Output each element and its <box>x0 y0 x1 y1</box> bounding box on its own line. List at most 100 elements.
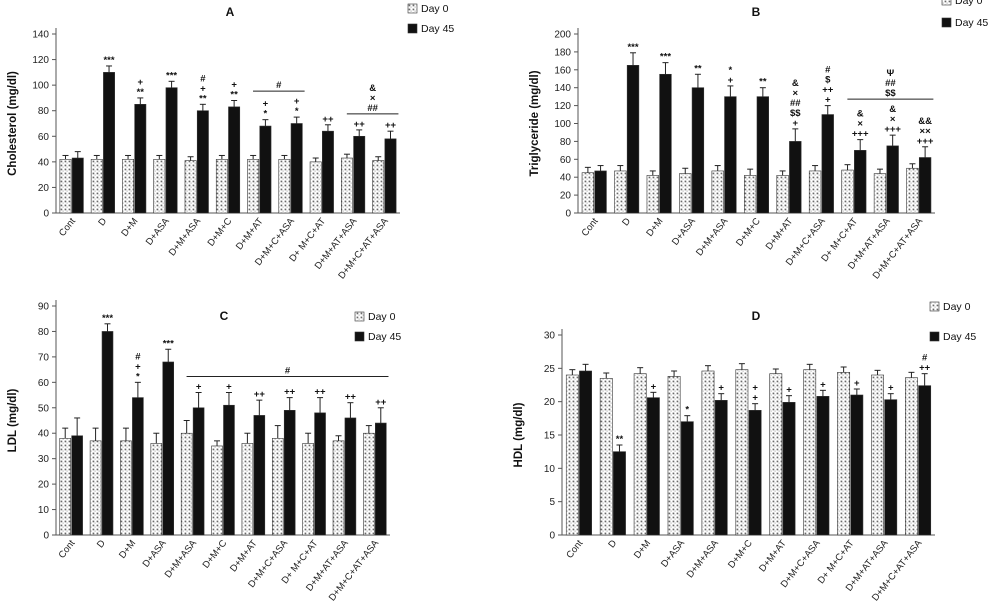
bar-day-0 <box>769 373 783 536</box>
significance-annotation: + <box>786 385 792 396</box>
y-tick-label: 0 <box>43 209 49 220</box>
significance-annotation: ** <box>616 434 624 445</box>
bar-day-0 <box>646 175 659 214</box>
x-tick-label: D+M+C <box>734 216 763 249</box>
bar-day-0 <box>278 159 291 214</box>
chart-panel-b: B 0 20 40 60 80 100 120 140 160 180 200 Triglyceride… <box>529 0 988 281</box>
significance-annotation: + * <box>263 99 269 120</box>
bar-day-0 <box>341 157 353 214</box>
bar-day-0 <box>837 372 851 536</box>
significance-annotation: + <box>651 381 657 392</box>
y-axis-title: Cholesterol (mg/dl) <box>7 71 19 176</box>
significance-bracket: # <box>186 366 389 378</box>
legend-swatch-day-45 <box>929 331 940 342</box>
significance-annotation: # + * <box>135 351 141 382</box>
bar-day-0 <box>808 170 822 214</box>
y-tick-label: 80 <box>560 137 572 148</box>
y-tick-label: 30 <box>38 454 50 465</box>
bar-day-45 <box>854 150 867 214</box>
significance-annotation: ++ <box>354 119 366 130</box>
bar-group: Cont <box>580 165 607 239</box>
bar-day-45 <box>165 87 178 214</box>
bar-group: *** D <box>89 313 113 550</box>
significance-annotation: + ** <box>137 77 145 98</box>
legend-label: Day 45 <box>421 23 454 35</box>
y-tick-label: 40 <box>38 157 50 168</box>
significance-annotation: + <box>718 383 724 394</box>
bar-day-45 <box>196 110 209 214</box>
bar-day-0 <box>701 370 715 536</box>
significance-bracket: # <box>253 80 305 92</box>
y-tick-label: 0 <box>549 531 555 542</box>
y-axis-title: HDL (mg/dl) <box>513 402 525 467</box>
bar-day-45 <box>162 361 175 536</box>
bar-group: + ** D+M+C <box>206 79 241 249</box>
y-tick-label: 40 <box>560 173 572 184</box>
x-tick-label: D <box>606 538 619 550</box>
significance-annotation: + <box>196 382 202 393</box>
y-tick-label: 90 <box>38 302 50 313</box>
bar-group: + ** D+M <box>119 77 147 239</box>
significance-annotation: + <box>820 379 826 390</box>
bar-day-45 <box>375 422 387 536</box>
significance-annotation: # ++ <box>919 353 931 374</box>
bar-day-45 <box>103 72 115 214</box>
x-tick-label: Cont <box>57 538 78 561</box>
bar-day-0 <box>59 438 71 536</box>
bar-day-45 <box>134 104 147 214</box>
bar-day-45 <box>659 73 672 214</box>
y-tick-label: 0 <box>565 209 571 220</box>
bar-day-45 <box>228 106 241 214</box>
y-tick-label: 140 <box>32 30 49 41</box>
y-tick-label: 20 <box>38 480 50 491</box>
x-tick-label: D <box>96 216 109 228</box>
bar-day-45 <box>253 415 266 536</box>
y-tick-label: 10 <box>38 505 50 516</box>
bar-day-45 <box>918 385 932 536</box>
y-tick-label: 140 <box>554 83 571 94</box>
bar-day-0 <box>599 378 613 536</box>
significance-bracket: Ψ ## $$ <box>847 68 934 100</box>
y-tick-label: 160 <box>554 65 571 76</box>
bar-day-0 <box>122 159 134 214</box>
panel-title: C <box>220 309 229 323</box>
bar-day-45 <box>646 397 660 536</box>
legend-swatch-day-45 <box>407 23 418 34</box>
legend-label: Day 0 <box>955 0 983 7</box>
y-tick-label: 25 <box>544 364 556 375</box>
significance-annotation: ++ <box>322 114 334 125</box>
significance-annotation: *** <box>163 338 174 349</box>
significance-annotation: ++ <box>254 389 266 400</box>
x-tick-label: D+ASA <box>659 538 687 570</box>
bar-day-0 <box>363 432 375 536</box>
significance-annotation: ++ <box>315 387 327 398</box>
bar-day-45 <box>192 407 205 536</box>
legend-label: Day 0 <box>421 3 449 15</box>
significance-annotation: + * <box>294 96 300 117</box>
bar-day-45 <box>344 417 357 536</box>
legend-label: Day 45 <box>955 17 988 29</box>
x-tick-label: D+ASA <box>141 538 169 570</box>
bar-day-45 <box>71 435 83 536</box>
bar-day-0 <box>180 432 193 536</box>
x-tick-label: D+M+AT <box>757 538 789 574</box>
panel-title: B <box>752 5 761 19</box>
significance-annotation: & × ## $$ + <box>790 78 801 129</box>
bar-day-0 <box>581 172 595 214</box>
bar-day-0 <box>150 443 163 536</box>
bar-day-45 <box>71 157 84 214</box>
significance-annotation: * <box>685 405 689 416</box>
chart-panel-c: C 0 10 20 30 40 50 60 70 80 90 LDL (mg/dl) Cont *** D #… <box>7 300 401 603</box>
bracket-label: Ψ ## $$ <box>885 68 896 99</box>
bar-day-0 <box>776 175 789 214</box>
bar-day-0 <box>614 170 627 214</box>
y-tick-label: 120 <box>554 101 571 112</box>
significance-annotation: *** <box>627 42 638 53</box>
bar-day-0 <box>211 445 223 536</box>
significance-annotation: ++ <box>345 392 357 403</box>
bar-day-45 <box>789 141 802 214</box>
bar-group: Cont <box>564 363 592 561</box>
bar-group: *** D <box>90 55 115 228</box>
bar-group: + D+M <box>632 367 660 561</box>
bar-day-0 <box>215 159 228 214</box>
